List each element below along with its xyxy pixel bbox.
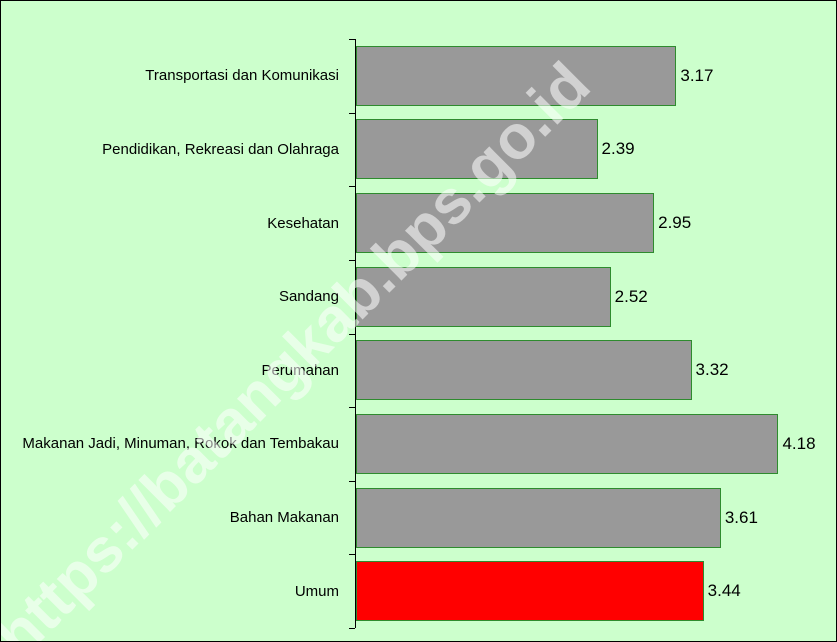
category-axis — [355, 39, 356, 628]
category-label: Perumahan — [1, 334, 339, 408]
bar — [356, 45, 677, 106]
bar — [356, 193, 655, 254]
category-label-text: Kesehatan — [267, 214, 339, 232]
axis-tick — [349, 186, 355, 188]
bar — [356, 266, 611, 327]
axis-tick — [349, 480, 355, 482]
axis-tick — [349, 407, 355, 409]
data-label: 3.44 — [707, 581, 741, 601]
axis-tick — [349, 554, 355, 556]
bar — [356, 340, 692, 401]
axis-tick — [349, 112, 355, 114]
data-label: 2.39 — [601, 139, 635, 159]
axis-tick — [349, 39, 355, 40]
category-label: Kesehatan — [1, 186, 339, 260]
axis-tick — [349, 259, 355, 261]
data-label: 3.32 — [695, 360, 729, 380]
category-label-text: Umum — [294, 582, 339, 600]
category-label-text: Transportasi dan Komunikasi — [145, 67, 339, 85]
data-label: 2.95 — [658, 213, 692, 233]
data-label: 3.17 — [680, 65, 714, 85]
bar — [356, 487, 721, 548]
data-label: 3.61 — [724, 507, 758, 527]
category-label-text: Perumahan — [261, 361, 339, 379]
category-label: Pendidikan, Rekreasi dan Olahraga — [1, 113, 339, 187]
bar — [356, 119, 598, 180]
category-label: Umum — [1, 554, 339, 628]
category-label-text: Pendidikan, Rekreasi dan Olahraga — [102, 140, 339, 158]
axis-tick — [349, 628, 355, 629]
bar — [356, 413, 779, 474]
data-label: 2.52 — [614, 286, 648, 306]
bar — [356, 561, 704, 622]
category-label: Bahan Makanan — [1, 481, 339, 555]
axis-tick — [349, 333, 355, 335]
data-label: 4.18 — [782, 433, 816, 453]
category-label-text: Makanan Jadi, Minuman, Rokok dan Tembaka… — [22, 435, 339, 453]
category-label-text: Sandang — [278, 288, 339, 306]
category-label-text: Bahan Makanan — [229, 509, 339, 527]
category-label: Transportasi dan Komunikasi — [1, 39, 339, 113]
category-label: Makanan Jadi, Minuman, Rokok dan Tembaka… — [1, 407, 339, 481]
category-label: Sandang — [1, 260, 339, 334]
